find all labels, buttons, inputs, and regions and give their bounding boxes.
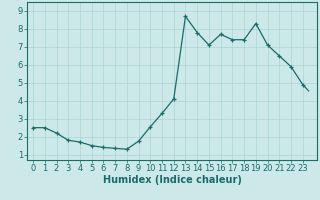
X-axis label: Humidex (Indice chaleur): Humidex (Indice chaleur): [103, 175, 241, 185]
